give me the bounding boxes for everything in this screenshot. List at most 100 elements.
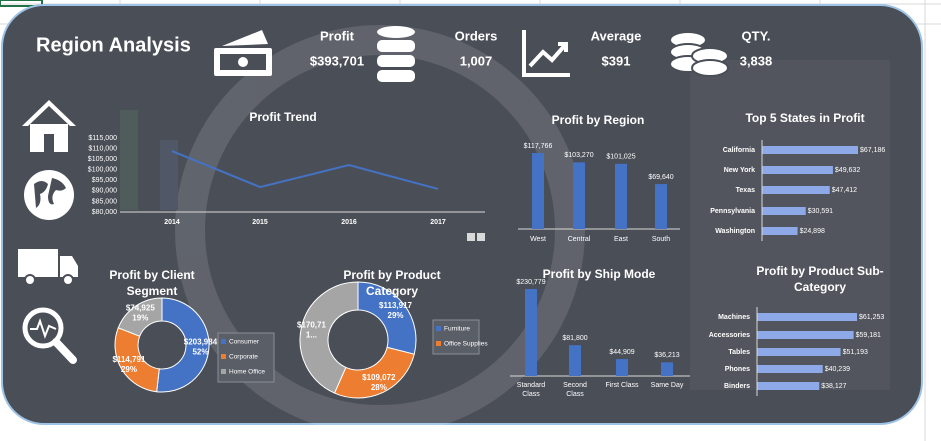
panel bbox=[1, 4, 923, 425]
category-label: Machines bbox=[718, 314, 750, 321]
percent-label: 1... bbox=[306, 330, 317, 339]
slice bbox=[156, 297, 210, 393]
legend-label: Furniture bbox=[444, 326, 470, 333]
value-label: $203,984 bbox=[184, 337, 218, 346]
growth-chart-icon bbox=[522, 30, 570, 77]
value-label: $24,898 bbox=[800, 228, 825, 235]
kpi-value: $391 bbox=[602, 53, 631, 68]
chart-title: Profit by Product Category bbox=[343, 268, 441, 298]
category-label: Binders bbox=[724, 383, 750, 390]
bar bbox=[569, 345, 581, 376]
bar bbox=[762, 146, 858, 154]
value-label: $117,766 bbox=[524, 143, 553, 150]
chart-title: Profit by Client Segment bbox=[109, 268, 195, 298]
chart-title: Profit by Ship Mode bbox=[542, 267, 656, 281]
legend-swatch bbox=[436, 326, 441, 331]
category-label: East bbox=[613, 236, 628, 243]
percent-label: 28% bbox=[371, 383, 387, 392]
value-label: $38,127 bbox=[821, 383, 846, 390]
value-label: $114,791 bbox=[112, 355, 145, 364]
legend-swatch bbox=[221, 354, 226, 359]
value-label: $230,779 bbox=[516, 279, 545, 286]
bar bbox=[661, 362, 673, 376]
database-icon bbox=[377, 26, 415, 82]
y-tick-label: $80,000 bbox=[92, 209, 117, 216]
legend-swatch bbox=[436, 341, 441, 346]
value-label: $81,800 bbox=[562, 335, 587, 342]
category-label: Same Day bbox=[650, 382, 684, 389]
y-tick-label: $90,000 bbox=[92, 188, 117, 195]
value-label: $74,925 bbox=[126, 303, 155, 312]
category-label: South bbox=[651, 236, 671, 243]
category-label: Tables bbox=[728, 349, 750, 356]
bar bbox=[762, 186, 830, 194]
percent-label: 52% bbox=[192, 347, 208, 356]
truck-icon bbox=[18, 249, 78, 286]
slice bbox=[299, 281, 359, 394]
y-tick-label: $100,000 bbox=[88, 167, 117, 174]
value-label: $61,253 bbox=[859, 314, 884, 321]
home-icon bbox=[22, 100, 76, 152]
percent-label: 29% bbox=[388, 311, 404, 320]
category-label: Second Class bbox=[563, 382, 587, 399]
kpi-label: Average bbox=[591, 28, 642, 43]
trend-line bbox=[171, 150, 439, 190]
y-tick-label: $105,000 bbox=[88, 156, 117, 163]
bar bbox=[525, 289, 537, 376]
value-label: $44,909 bbox=[609, 349, 634, 356]
value-label: $101,025 bbox=[606, 154, 635, 161]
money-icon bbox=[214, 30, 272, 76]
category-label: West bbox=[530, 236, 546, 243]
value-label: $103,270 bbox=[564, 152, 593, 159]
value-label: $69,640 bbox=[648, 174, 673, 181]
value-label: $40,239 bbox=[825, 366, 850, 373]
category-label: Texas bbox=[736, 187, 755, 194]
slice bbox=[114, 327, 160, 393]
dashboard-title: Region Analysis bbox=[36, 34, 191, 56]
zoom-buttons[interactable] bbox=[467, 233, 485, 241]
value-label: $59,181 bbox=[856, 332, 881, 339]
percent-label: 19% bbox=[132, 313, 148, 322]
legend-swatch bbox=[221, 339, 226, 344]
bar bbox=[762, 166, 833, 174]
globe-icon bbox=[24, 170, 74, 220]
value-label: $49,632 bbox=[835, 167, 860, 174]
kpi-label: Profit bbox=[320, 28, 355, 43]
legend-swatch bbox=[221, 369, 226, 374]
category-label: Central bbox=[567, 236, 591, 243]
bar bbox=[532, 153, 544, 229]
legend-box bbox=[217, 332, 275, 383]
category-label: New York bbox=[724, 167, 755, 174]
value-label: $170,71 bbox=[297, 320, 326, 329]
background-photo bbox=[120, 25, 890, 435]
kpi-value: 3,838 bbox=[740, 53, 773, 68]
category-label: Standard Class bbox=[516, 382, 546, 399]
y-tick-label: $115,000 bbox=[88, 135, 117, 142]
value-label: $109,072 bbox=[362, 373, 396, 382]
bar bbox=[757, 348, 841, 356]
legend-label: Consumer bbox=[229, 339, 260, 346]
cell-cursor bbox=[0, 0, 43, 7]
bar bbox=[655, 184, 667, 229]
category-label: Pennsylvania bbox=[710, 208, 755, 215]
chart-title: Profit Trend bbox=[249, 110, 317, 124]
kpi-value: 1,007 bbox=[460, 53, 493, 68]
bar bbox=[762, 207, 806, 215]
category-label: Washington bbox=[715, 228, 755, 235]
slice bbox=[117, 297, 163, 337]
bar bbox=[757, 365, 823, 373]
kpi-value: $393,701 bbox=[310, 53, 364, 68]
kpi-label: Orders bbox=[455, 28, 498, 43]
value-label: $30,591 bbox=[808, 208, 833, 215]
bar bbox=[757, 331, 854, 339]
value-label: $47,412 bbox=[832, 187, 857, 194]
legend-box bbox=[432, 319, 480, 355]
bar bbox=[573, 162, 585, 229]
category-label: Accessories bbox=[709, 332, 750, 339]
value-label: $67,186 bbox=[860, 147, 885, 154]
legend-label: Corporate bbox=[229, 354, 258, 361]
kpi-label: QTY. bbox=[742, 28, 771, 43]
bar bbox=[615, 163, 627, 229]
chart-title: Profit by Product Sub-Category bbox=[756, 264, 884, 294]
